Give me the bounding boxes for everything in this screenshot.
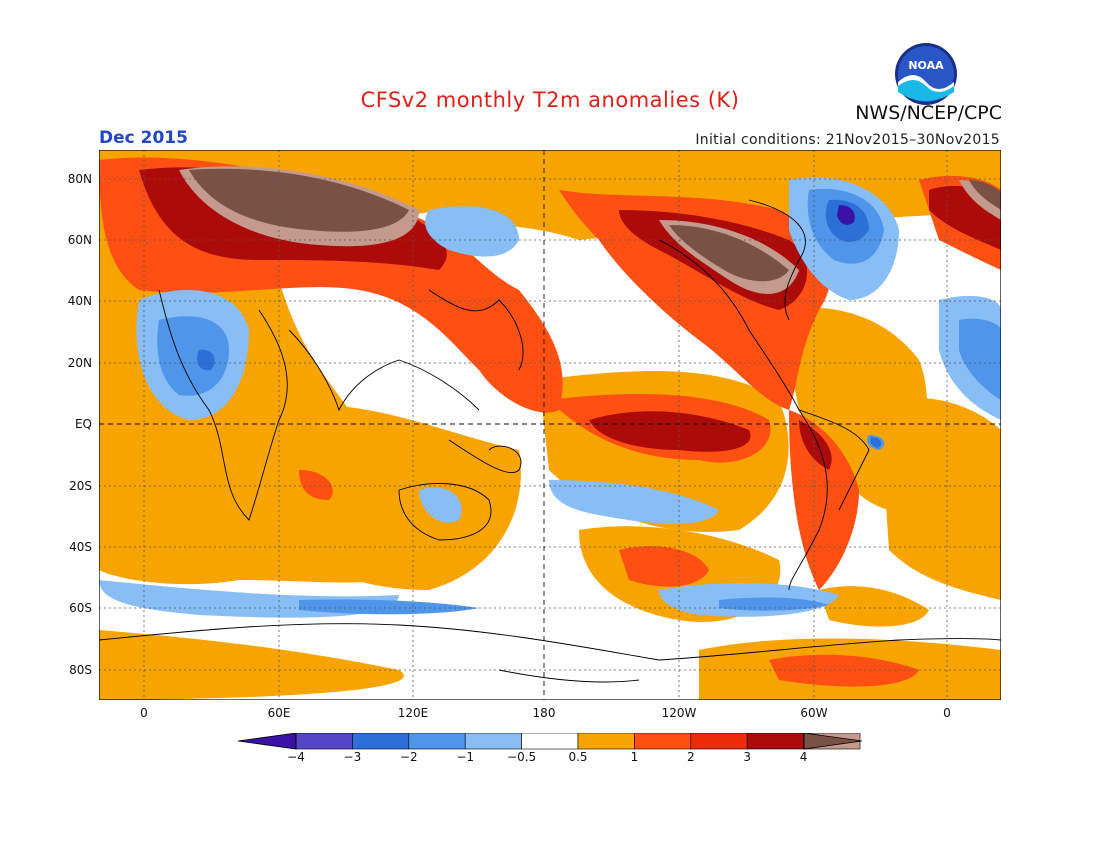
lon-label-0: 0 xyxy=(140,706,148,720)
extreme-warm-anomaly-regions xyxy=(189,168,1001,282)
lon-label-120e: 120E xyxy=(397,706,429,720)
colorbar-tick-label: 0.5 xyxy=(568,750,588,764)
lon-label-0-right: 0 xyxy=(943,706,951,720)
lat-label-60s: 60S xyxy=(69,601,92,615)
colorbar-tick-label: −3 xyxy=(343,750,362,764)
colorbar-segment xyxy=(746,733,804,750)
colorbar-segment xyxy=(521,733,579,750)
extreme-cool-anomaly-regions xyxy=(837,205,855,225)
colorbar-segment xyxy=(238,733,296,749)
colorbar-tick-label: 1 xyxy=(630,750,639,764)
lat-label-40s: 40S xyxy=(69,540,92,554)
colorbar-segment xyxy=(634,733,692,750)
graticule xyxy=(99,150,1001,700)
colorbar-tick-label: 2 xyxy=(686,750,695,764)
equator-dateline xyxy=(99,150,1001,700)
lat-label-80s: 80S xyxy=(69,663,92,677)
initial-conditions-label: Initial conditions: 21Nov2015–30Nov2015 xyxy=(695,132,1000,148)
lat-label-60n: 60N xyxy=(67,233,92,247)
colorbar-tick-label: 4 xyxy=(799,750,808,764)
noaa-logo: NOAA xyxy=(895,43,957,105)
lat-label-20s: 20S xyxy=(69,479,92,493)
map-title: CFSv2 monthly T2m anomalies (K) xyxy=(360,88,740,112)
valid-month-label: Dec 2015 xyxy=(99,128,188,148)
lon-label-120w: 120W xyxy=(661,706,697,720)
lat-label-20n: 20N xyxy=(67,356,92,370)
colorbar-segment xyxy=(464,733,522,750)
colorbar-segment xyxy=(690,733,748,750)
lat-label-40n: 40N xyxy=(67,294,92,308)
colorbar-segment xyxy=(295,733,353,750)
colorbar-tick-label: 3 xyxy=(743,750,751,764)
colorbar xyxy=(238,733,862,750)
agency-label: NWS/NCEP/CPC xyxy=(855,102,1002,124)
lon-label-60w: 60W xyxy=(800,706,828,720)
colorbar-segment xyxy=(408,733,466,750)
lat-label-eq: EQ xyxy=(74,417,92,431)
colorbar-tick-label: −0.5 xyxy=(507,750,537,764)
lat-label-80n: 80N xyxy=(67,172,92,186)
colorbar-tick-label: −4 xyxy=(287,750,305,764)
lon-label-180: 180 xyxy=(532,706,556,720)
lon-label-60e: 60E xyxy=(267,706,291,720)
anomaly-map xyxy=(99,150,1001,700)
coastlines xyxy=(99,199,1001,683)
svg-text:NOAA: NOAA xyxy=(908,59,944,72)
colorbar-tick-label: −2 xyxy=(399,750,418,764)
colorbar-segment xyxy=(577,733,635,750)
colorbar-tick-label: −1 xyxy=(456,750,475,764)
colorbar-segment xyxy=(352,733,410,750)
colorbar-segment xyxy=(804,733,862,749)
